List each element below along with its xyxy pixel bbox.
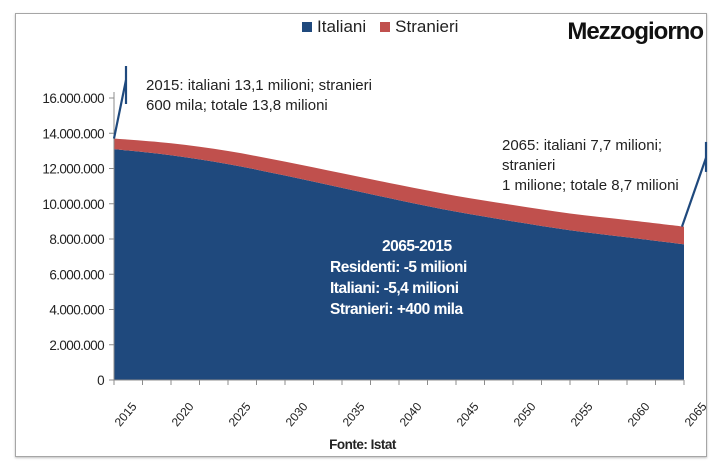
legend-swatch-italiani [302,22,312,32]
x-tick-label: 2055 [568,399,596,429]
x-tick-label: 2030 [283,399,311,429]
y-tick-label: 6.000.000 [49,267,104,282]
area-stranieri [114,138,684,245]
summary-line-stranieri: Stranieri: +400 mila [330,301,463,318]
x-tick-label: 2040 [397,399,425,429]
annotation-2065-line-2: 1 milione; totale 8,7 milioni [502,177,679,194]
area-italiani [114,149,684,380]
y-tick-label: 0 [97,373,104,388]
annotation-2065-line-1: 2065: italiani 7,7 milioni; stranieri [502,137,663,174]
x-tick-label: 2050 [511,399,539,429]
x-tick-label: 2015 [112,399,140,429]
y-tick-label: 12.000.000 [42,162,104,177]
y-tick-label: 10.000.000 [42,197,104,212]
x-tick-label: 2035 [340,399,368,429]
x-tick-label: 2025 [226,399,254,429]
legend-item-italiani: Italiani [302,17,366,37]
summary-heading: 2065-2015 [382,238,452,255]
chart-title: Mezzogiorno [567,18,704,45]
annotation-2015-line-1: 2015: italiani 13,1 milioni; stranieri [146,77,372,94]
summary-line-residenti: Residenti: -5 milioni [330,259,467,276]
callout-line-2065 [680,157,708,228]
legend-label-stranieri: Stranieri [395,17,459,36]
x-tick-label: 2060 [625,399,653,429]
x-tick-label: 2020 [169,399,197,429]
y-tick-label: 14.000.000 [42,126,104,141]
annotation-2015-line-2: 600 mila; totale 13,8 milioni [146,97,328,114]
legend-label-italiani: Italiani [317,17,367,36]
y-tick-label: 16.000.000 [42,91,104,106]
y-tick-label: 2.000.000 [49,338,104,353]
legend: Italiani Stranieri [302,17,472,37]
legend-item-stranieri: Stranieri [380,17,458,37]
summary-box: 2065-2015 Residenti: -5 milioni Italiani… [330,236,467,320]
annotation-2015: 2015: italiani 13,1 milioni; stranieri 6… [146,76,476,116]
source-note: Fonte: Istat [329,437,396,452]
x-tick-label: 2045 [454,399,482,429]
callout-line-2015 [112,79,128,139]
annotation-2065: 2065: italiani 7,7 milioni; stranieri 1 … [502,136,717,196]
summary-line-italiani: Italiani: -5,4 milioni [330,280,459,297]
x-tick-label: 2065 [682,399,710,429]
y-tick-label: 8.000.000 [49,232,104,247]
legend-swatch-stranieri [380,22,391,32]
y-tick-label: 4.000.000 [49,303,104,318]
